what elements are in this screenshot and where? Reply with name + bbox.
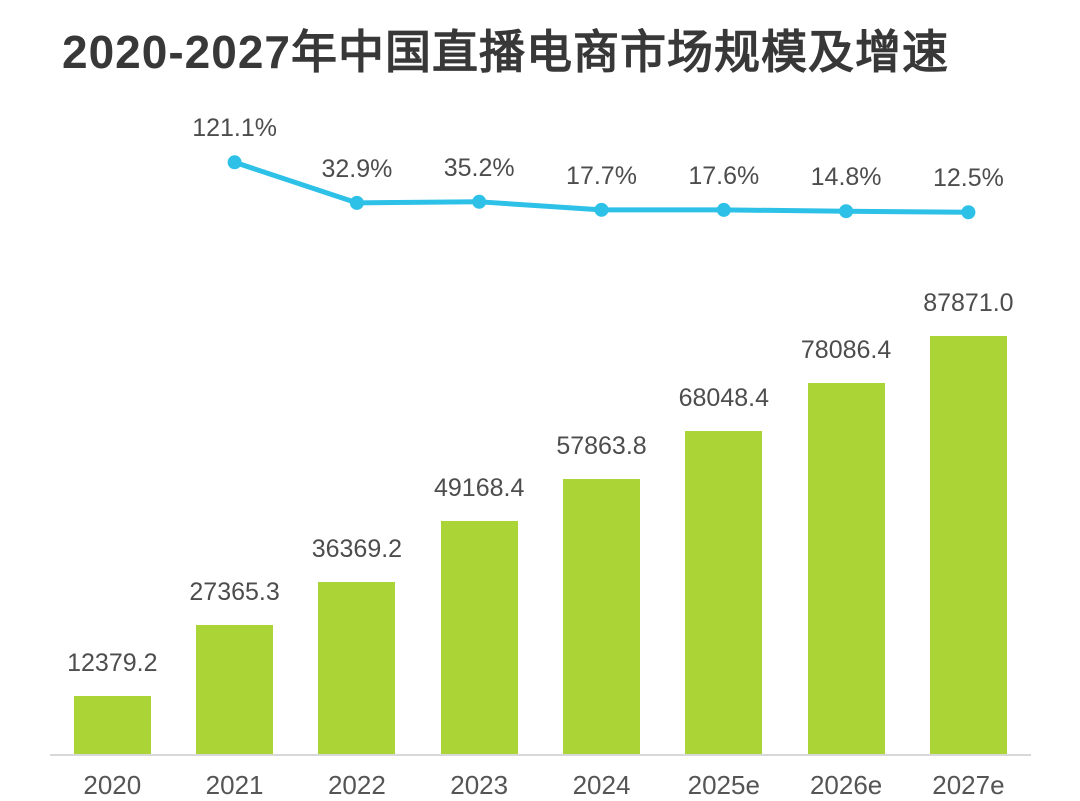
line-point-2027e [961,205,976,220]
x-axis-label: 2023 [450,770,509,800]
bar-value-label: 12379.2 [67,649,158,677]
bar-2024 [563,479,640,755]
bar-2026e [807,383,885,755]
growth-rate-label: 121.1% [192,114,277,143]
bar-2025e [685,431,763,755]
growth-rate-label: 17.7% [566,161,637,190]
x-axis-label: 2022 [327,770,386,800]
growth-rate-label: 35.2% [443,153,515,182]
bar-value-label: 78086.4 [800,336,892,364]
line-point-2026e [839,204,854,219]
growth-rate-label: 32.9% [321,154,393,183]
line-point-2023 [472,194,487,209]
x-axis-label: 2026e [809,770,883,800]
line-point-2022 [349,195,364,210]
x-axis-label: 2025e [687,770,760,800]
bar-2020 [73,696,151,755]
growth-rate-label: 14.8% [810,163,882,192]
line-point-2021 [227,155,242,170]
x-axis-label: 2020 [83,770,142,800]
bar-value-label: 87871.0 [923,289,1014,317]
x-axis-label: 2027e [932,770,1005,800]
growth-rate-label: 12.5% [932,164,1004,193]
bar-2027e [929,336,1007,755]
bar-value-label: 49168.4 [434,474,525,502]
x-axis-label: 2024 [572,770,631,800]
bar-2023 [440,521,518,755]
bar-value-label: 68048.4 [678,384,769,412]
x-axis-label: 2021 [205,770,264,800]
bar-2021 [196,625,274,755]
line-point-2025e [716,202,731,217]
bar-2022 [318,582,396,755]
bar-value-label: 27365.3 [189,578,280,606]
chart-title: 2020-2027年中国直播电商市场规模及增速 [62,26,949,78]
growth-rate-label: 17.6% [688,161,760,190]
line-point-2024 [594,202,609,217]
bar-value-label: 57863.8 [556,432,647,460]
x-axis-line [50,754,1031,756]
bar-value-label: 36369.2 [311,535,403,563]
